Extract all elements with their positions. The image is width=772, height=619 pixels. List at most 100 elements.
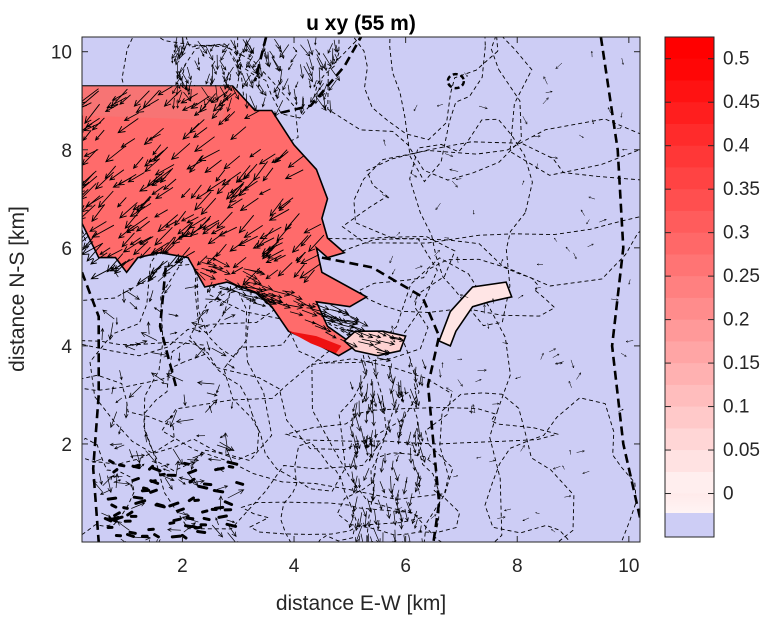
velocity-arrow: [174, 250, 195, 264]
velocity-arrow: [284, 213, 300, 231]
velocity-arrow: [346, 319, 359, 324]
velocity-arrow: [548, 348, 557, 353]
velocity-arrow: [100, 327, 105, 341]
velocity-arrow: [475, 456, 482, 459]
velocity-arrow: [143, 127, 164, 146]
velocity-arrow: [277, 197, 294, 209]
velocity-arrow: [219, 86, 229, 101]
velocity-arrow: [358, 535, 361, 542]
velocity-arrow: [314, 93, 318, 105]
velocity-arrow: [420, 377, 424, 387]
contour-line: [161, 358, 454, 500]
colorbar-band: [665, 123, 714, 146]
velocity-arrow: [199, 93, 217, 113]
contour-fragment: [188, 477, 196, 484]
velocity-arrow: [82, 130, 92, 142]
velocity-arrow: [373, 359, 379, 378]
velocity-arrow: [163, 89, 182, 107]
velocity-arrow: [187, 80, 192, 93]
velocity-arrow: [136, 271, 156, 285]
velocity-arrow: [206, 281, 213, 294]
velocity-arrow: [177, 232, 191, 240]
velocity-arrow: [396, 474, 401, 481]
velocity-arrow: [149, 539, 150, 542]
velocity-arrow: [576, 372, 582, 380]
velocity-arrow: [216, 179, 231, 195]
velocity-arrow: [396, 384, 401, 387]
velocity-arrow: [379, 458, 384, 473]
velocity-arrow: [258, 61, 264, 78]
velocity-arrow: [290, 54, 297, 63]
velocity-arrow: [154, 164, 175, 176]
velocity-arrow: [189, 479, 205, 484]
velocity-arrow: [119, 202, 138, 219]
velocity-arrow: [175, 40, 182, 58]
velocity-arrow: [119, 370, 123, 381]
velocity-arrow: [117, 225, 135, 239]
velocity-arrow: [497, 516, 506, 519]
velocity-arrow: [514, 376, 522, 380]
velocity-arrow: [99, 247, 111, 255]
contour-line: [189, 238, 438, 450]
velocity-arrow: [155, 187, 174, 200]
velocity-arrow: [409, 291, 414, 299]
region-north-strip: [82, 86, 233, 121]
contour-line: [208, 235, 456, 364]
velocity-arrow: [114, 258, 130, 275]
velocity-arrow: [325, 331, 337, 339]
velocity-arrow: [246, 298, 258, 304]
velocity-arrow: [554, 361, 564, 365]
velocity-arrow: [303, 269, 315, 284]
velocity-arrow: [184, 80, 188, 91]
velocity-arrow: [262, 167, 274, 182]
velocity-arrow: [428, 454, 431, 460]
velocity-arrow: [132, 453, 146, 458]
velocity-arrow: [472, 403, 476, 413]
velocity-arrow: [195, 434, 206, 438]
velocity-arrow: [124, 345, 136, 351]
velocity-arrow: [408, 493, 413, 507]
velocity-arrow: [334, 53, 339, 62]
velocity-arrow: [276, 89, 281, 100]
x-tick-label: 6: [400, 556, 411, 577]
velocity-arrow: [156, 539, 158, 542]
velocity-arrow: [420, 432, 424, 442]
velocity-arrow: [206, 392, 218, 397]
velocity-arrow: [607, 106, 611, 114]
velocity-arrow: [211, 347, 227, 357]
velocity-arrow: [328, 100, 333, 114]
velocity-arrow: [163, 178, 177, 191]
velocity-arrow: [206, 178, 226, 192]
velocity-arrow: [157, 274, 166, 282]
velocity-arrow: [278, 68, 283, 86]
velocity-arrow: [366, 535, 368, 542]
velocity-arrow: [161, 475, 175, 482]
velocity-arrow: [503, 508, 512, 512]
velocity-arrow: [186, 66, 192, 81]
velocity-arrow: [139, 236, 154, 245]
velocity-arrow: [351, 506, 355, 519]
contour-fragment: [227, 465, 235, 469]
velocity-arrow: [177, 91, 183, 104]
velocity-arrow: [360, 358, 368, 376]
velocity-arrow: [229, 288, 248, 297]
velocity-arrow: [194, 191, 212, 211]
velocity-arrow: [154, 226, 173, 246]
velocity-arrow: [381, 194, 390, 199]
velocity-arrow: [259, 226, 282, 240]
velocity-arrow: [377, 499, 383, 510]
velocity-arrow: [552, 353, 560, 358]
contour-fragment: [118, 463, 126, 468]
velocity-arrow: [146, 321, 151, 335]
velocity-arrow: [249, 148, 261, 158]
velocity-arrow: [241, 72, 248, 88]
velocity-arrow: [175, 62, 180, 75]
contour-fragment: [126, 533, 135, 538]
velocity-arrow: [403, 534, 406, 542]
velocity-arrow: [453, 475, 459, 478]
velocity-arrow: [404, 387, 407, 395]
velocity-arrow: [582, 471, 590, 474]
velocity-arrow: [352, 475, 358, 494]
velocity-arrow: [540, 352, 544, 360]
x-tick-label: 8: [512, 556, 523, 577]
